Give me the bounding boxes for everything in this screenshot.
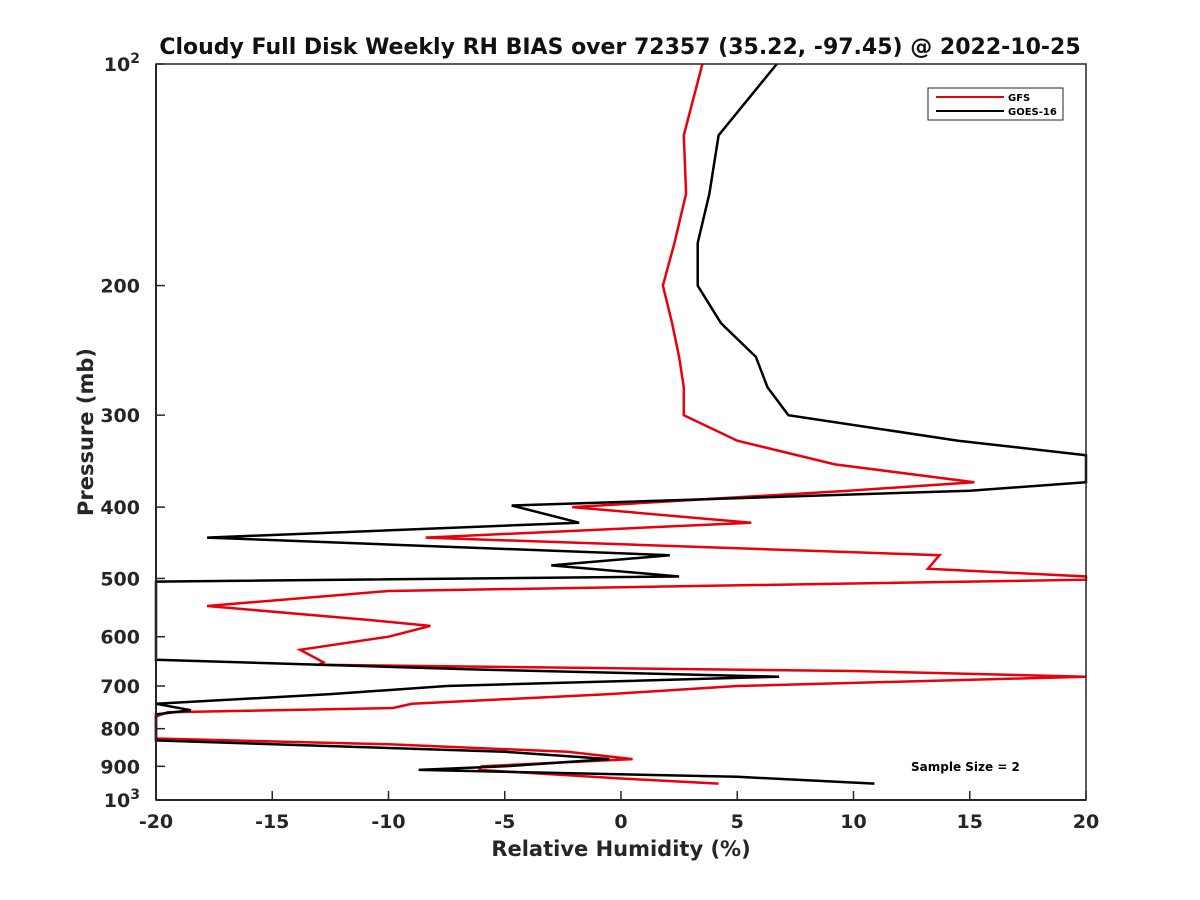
x-tick-label: -20	[139, 811, 173, 833]
x-tick-label: 10	[840, 811, 866, 833]
x-tick-label: 15	[957, 811, 983, 833]
x-tick-label: 5	[731, 811, 744, 833]
series-line-goes16	[154, 63, 1088, 785]
x-tick-label: -10	[371, 811, 405, 833]
x-tick-label: 20	[1073, 811, 1099, 833]
y-tick-label: 800	[100, 719, 140, 741]
x-ticks: -20 -15 -10 -5 0 5 10 15 20	[139, 791, 1099, 833]
legend-label-gfs: GFS	[1008, 93, 1030, 104]
x-tick-label: 0	[614, 811, 627, 833]
chart-title: Cloudy Full Disk Weekly RH BIAS over 723…	[159, 35, 1080, 60]
series-layer	[154, 63, 1088, 785]
y-tick-label: 700	[100, 676, 140, 698]
plot-frame	[155, 63, 1087, 801]
x-tick-label: -15	[255, 811, 289, 833]
y-tick-label: 200	[100, 276, 140, 298]
legend-label-goes16: GOES-16	[1008, 107, 1057, 118]
sample-size-annotation: Sample Size = 2	[911, 760, 1020, 774]
y-tick-label: 102	[104, 51, 140, 76]
series-line-gfs	[154, 63, 1088, 785]
y-tick-label: 500	[100, 568, 140, 590]
y-tick-label: 300	[100, 405, 140, 427]
x-tick-label: -5	[494, 811, 515, 833]
y-ticks: 102 200 300 400 500 600 700 800 900 103	[100, 51, 165, 812]
y-tick-label: 400	[100, 497, 140, 519]
y-tick-label: 900	[100, 756, 140, 778]
y-tick-label: 103	[104, 787, 140, 812]
y-axis-label: Pressure (mb)	[74, 348, 98, 516]
x-axis-label: Relative Humidity (%)	[491, 837, 750, 861]
legend: GFS GOES-16	[927, 87, 1064, 121]
y-tick-label: 600	[100, 627, 140, 649]
legend-box	[927, 87, 1064, 121]
